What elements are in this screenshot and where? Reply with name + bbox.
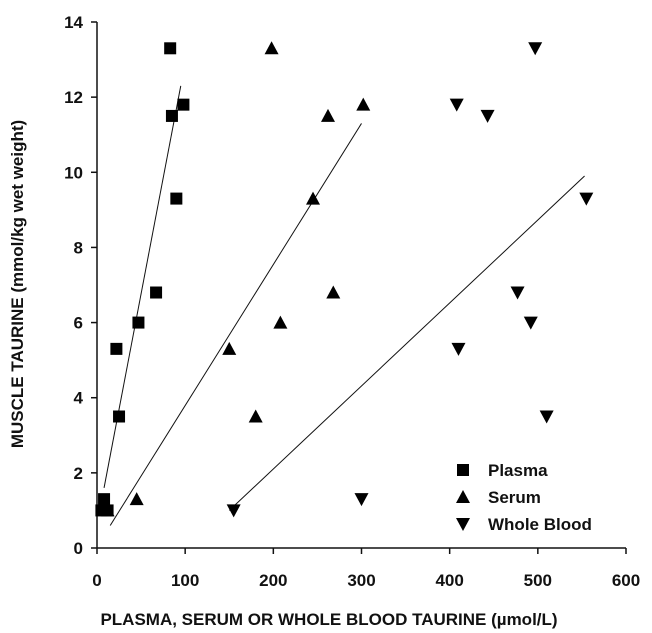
legend-label-whole-blood: Whole Blood (488, 515, 592, 534)
point-whole-blood (528, 42, 543, 56)
point-serum (320, 108, 335, 122)
x-tick-label: 200 (259, 571, 287, 590)
point-whole-blood (523, 316, 538, 330)
x-tick-label: 100 (171, 571, 199, 590)
fit-line-serum (109, 123, 362, 526)
fit-line-whole-blood (228, 175, 585, 511)
point-whole-blood (449, 98, 464, 112)
point-whole-blood (539, 410, 554, 424)
point-plasma (150, 286, 163, 299)
point-serum (264, 41, 279, 55)
legend-marker-plasma (457, 464, 469, 476)
y-tick-label: 0 (74, 539, 83, 558)
x-axis-title: PLASMA, SERUM OR WHOLE BLOOD TAURINE (µm… (100, 610, 557, 629)
x-tick-label: 400 (435, 571, 463, 590)
point-whole-blood (510, 286, 525, 300)
point-serum (129, 492, 144, 506)
point-plasma (164, 42, 177, 55)
legend-marker-whole-blood (456, 518, 470, 531)
point-serum (273, 315, 288, 329)
x-tick-label: 600 (612, 571, 640, 590)
point-plasma (98, 493, 111, 506)
x-tick-label: 500 (524, 571, 552, 590)
point-whole-blood (354, 493, 369, 507)
y-tick-label: 8 (74, 238, 83, 257)
point-whole-blood (480, 109, 495, 123)
point-serum (222, 341, 237, 355)
x-tick-label: 0 (92, 571, 101, 590)
point-plasma (132, 316, 145, 329)
point-whole-blood (579, 192, 594, 206)
legend: Plasma Serum Whole Blood (456, 461, 592, 534)
fit-line-plasma (103, 85, 182, 488)
point-serum (100, 503, 115, 517)
point-plasma (113, 410, 126, 423)
fit-lines (103, 85, 585, 526)
point-whole-blood (451, 342, 466, 356)
y-tick-label: 10 (64, 163, 83, 182)
point-plasma (165, 109, 178, 122)
point-serum (248, 409, 263, 423)
legend-label-serum: Serum (488, 488, 541, 507)
y-tick-label: 12 (64, 88, 83, 107)
point-serum (326, 285, 341, 299)
y-tick-label: 2 (74, 464, 83, 483)
point-whole-blood (226, 504, 241, 518)
point-serum (356, 97, 371, 111)
y-tick-label: 14 (64, 13, 83, 32)
legend-marker-serum (456, 490, 470, 503)
y-tick-label: 6 (74, 314, 83, 333)
point-plasma (110, 342, 123, 355)
y-tick-label: 4 (74, 389, 84, 408)
legend-label-plasma: Plasma (488, 461, 548, 480)
point-serum (306, 191, 321, 205)
ticks: 0 2 4 6 8 10 12 14 0 100 200 300 400 500 600 (64, 13, 640, 590)
data-points (95, 41, 594, 518)
y-axis-title: MUSCLE TAURINE (mmol/kg wet weight) (8, 120, 27, 448)
point-plasma (170, 192, 183, 205)
x-tick-label: 300 (347, 571, 375, 590)
point-plasma (177, 98, 190, 111)
